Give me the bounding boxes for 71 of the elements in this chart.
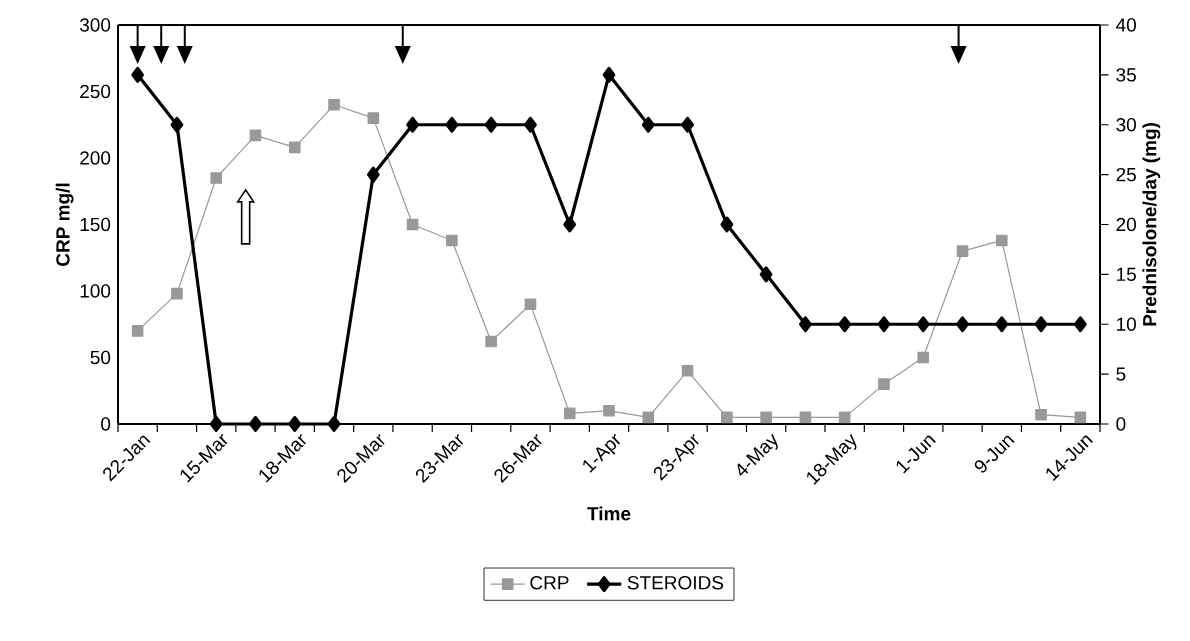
point <box>996 234 1008 247</box>
point <box>681 116 694 133</box>
y-tick-label: 300 <box>79 18 111 32</box>
y2-tick-label: 40 <box>1116 18 1136 32</box>
point <box>170 116 184 133</box>
point <box>406 116 419 133</box>
point <box>563 216 577 233</box>
y2-tick-label: 0 <box>1116 417 1126 431</box>
y2-axis-title: Prednisolone/day (mg) <box>1142 123 1161 326</box>
y2-tick-label: 15 <box>1117 267 1136 281</box>
point <box>366 166 380 183</box>
point <box>721 411 733 424</box>
point <box>288 141 301 154</box>
point <box>446 234 458 247</box>
point <box>249 129 262 142</box>
point <box>1074 411 1087 424</box>
y-tick-label: 50 <box>90 350 111 365</box>
legend-label: CRP <box>530 576 569 590</box>
point <box>484 116 498 133</box>
point <box>524 298 537 311</box>
point <box>799 411 812 424</box>
point <box>406 218 419 231</box>
point <box>603 404 615 417</box>
y2-tick-label: 30 <box>1116 118 1136 132</box>
point <box>956 245 969 257</box>
y-tick-label: 100 <box>80 284 111 298</box>
point <box>524 116 537 133</box>
y2-tick-label: 25 <box>1116 167 1136 182</box>
y-tick-label: 250 <box>80 84 111 99</box>
x-axis-title: Time <box>587 506 631 521</box>
point <box>759 266 773 283</box>
point <box>995 316 1009 333</box>
y-tick-label: 0 <box>101 417 111 431</box>
point <box>171 287 183 300</box>
point <box>878 378 890 390</box>
point <box>956 316 969 333</box>
point <box>485 335 497 348</box>
point <box>209 415 223 432</box>
y2-tick-label: 35 <box>1116 68 1136 82</box>
point <box>445 116 459 133</box>
point <box>249 415 262 432</box>
y2-tick-label: 10 <box>1117 317 1136 331</box>
point <box>210 172 223 184</box>
point <box>328 98 340 111</box>
point <box>1035 408 1047 421</box>
point <box>681 364 694 377</box>
point <box>131 66 145 83</box>
point <box>641 116 655 133</box>
point <box>642 411 655 424</box>
point <box>563 407 576 420</box>
point <box>1073 316 1087 333</box>
y-axis-title: CRP mg/l <box>55 183 74 266</box>
point <box>916 316 930 333</box>
legend-label: STEROIDS <box>627 576 724 590</box>
point <box>760 411 772 424</box>
y2-tick-label: 20 <box>1116 217 1136 232</box>
point <box>720 216 734 233</box>
point <box>602 66 616 83</box>
point <box>799 316 812 333</box>
point <box>838 411 851 424</box>
point <box>131 325 144 337</box>
point <box>838 316 852 333</box>
point <box>877 316 891 333</box>
point <box>917 351 930 364</box>
y2-tick-label: 5 <box>1116 367 1126 381</box>
point <box>327 415 341 432</box>
point <box>288 415 302 432</box>
y-tick-label: 150 <box>80 217 111 232</box>
y-tick-label: 200 <box>80 151 111 165</box>
point <box>367 112 380 124</box>
point <box>1034 316 1048 333</box>
